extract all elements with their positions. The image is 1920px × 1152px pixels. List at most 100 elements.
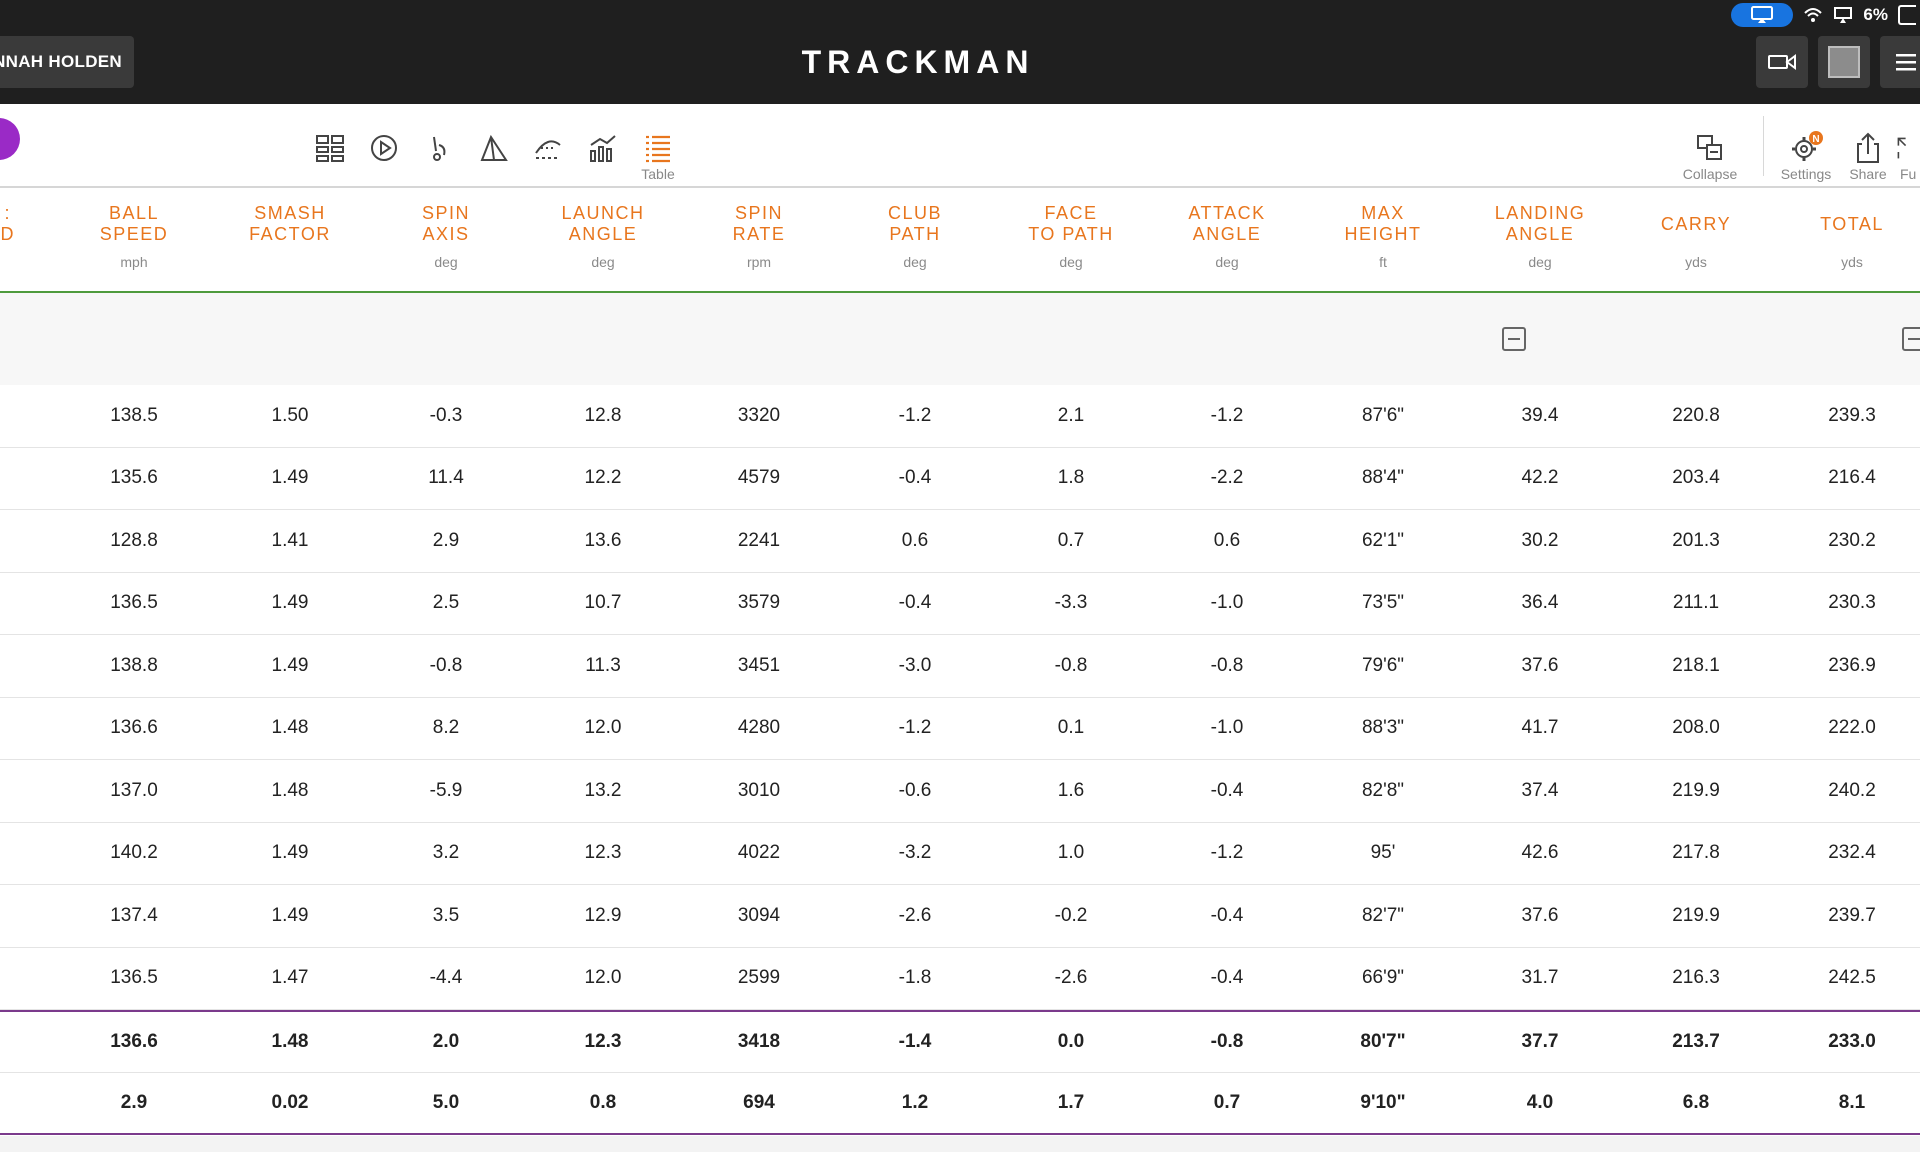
photo-thumbnail [1828, 46, 1860, 78]
cell-landing-angle: 36.4 [1521, 592, 1559, 614]
table-row[interactable]: 138.8 1.49 -0.8 11.3 3451 -3.0 -0.8 -0.8 79'6" 37… [0, 635, 1920, 698]
settings-button[interactable]: N [1786, 128, 1826, 168]
cell-club-path: -1.2 [898, 717, 932, 739]
cell-smash-factor: 1.48 [271, 779, 309, 801]
column-header-max-height[interactable]: MAX HEIGHT ft [1308, 202, 1458, 270]
table-header: :D BALL SPEED mph SMASH FACTOR SPIN AXIS de… [0, 188, 1920, 292]
column-header-label: ATTACK ANGLE [1188, 203, 1266, 244]
column-header-attack-angle[interactable]: ATTACK ANGLE deg [1152, 202, 1302, 270]
column-header-face-to-path[interactable]: FACE TO PATH deg [996, 202, 1146, 270]
cell-total: 240.2 [1828, 779, 1876, 801]
table-row[interactable]: 138.5 1.50 -0.3 12.8 3320 -1.2 2.1 -1.2 87'6" 39.… [0, 385, 1920, 448]
column-header-label: LANDING ANGLE [1494, 203, 1586, 244]
share-label: Share [1849, 166, 1887, 182]
cell-landing-angle: 37.6 [1521, 904, 1559, 926]
chart-button[interactable] [583, 128, 623, 168]
cell-total: 230.3 [1828, 592, 1876, 614]
column-header-carry[interactable]: CARRY yds [1621, 202, 1771, 271]
table-row[interactable]: 137.0 1.48 -5.9 13.2 3010 -0.6 1.6 -0.4 82'8" 37.… [0, 760, 1920, 823]
player-color-dot[interactable] [0, 118, 20, 160]
cell-launch-angle: 0.8 [589, 1091, 617, 1113]
cell-carry: 220.8 [1672, 404, 1720, 426]
cell-smash-factor: 0.02 [271, 1091, 309, 1113]
cell-spin-rate: 3579 [737, 592, 781, 614]
column-header-club-path[interactable]: CLUB PATH deg [840, 202, 990, 270]
cell-landing-angle: 31.7 [1521, 967, 1559, 989]
cell-face-to-path: -2.6 [1054, 967, 1088, 989]
cell-smash-factor: 1.49 [271, 592, 309, 614]
airplay-icon[interactable] [1731, 3, 1794, 27]
cell-carry: 213.7 [1672, 1030, 1720, 1052]
swing-button[interactable] [419, 128, 459, 168]
cell-spin-axis: -5.9 [429, 779, 463, 801]
cell-total: 222.0 [1828, 717, 1876, 739]
table-button[interactable] [638, 128, 678, 168]
table-icon [646, 135, 670, 163]
std-dev-row[interactable]: 2.9 0.02 5.0 0.8 694 1.2 1.7 0.7 9'10" 4.0 6.8 8.1 [0, 1073, 1920, 1135]
cell-face-to-path: 0.1 [1057, 717, 1085, 739]
cell-launch-angle: 13.2 [584, 779, 622, 801]
cell-launch-angle: 12.2 [584, 467, 622, 489]
cell-smash-factor: 1.49 [271, 842, 309, 864]
table-row[interactable]: 136.5 1.47 -4.4 12.0 2599 -1.8 -2.6 -0.4 66'9" 31… [0, 948, 1920, 1010]
battery-percent: 6% [1863, 5, 1888, 24]
column-header-spin-axis[interactable]: SPIN AXIS deg [371, 202, 521, 270]
table-body: 138.5 1.50 -0.3 12.8 3320 -1.2 2.1 -1.2 87'6" 39.… [0, 385, 1920, 1135]
cell-attack-angle: -1.2 [1210, 842, 1244, 864]
cell-face-to-path: 1.0 [1057, 842, 1085, 864]
cell-ball-speed: 128.8 [110, 529, 158, 551]
column-header-launch-angle[interactable]: LAUNCH ANGLE deg [528, 202, 678, 270]
cell-carry: 216.3 [1672, 967, 1720, 989]
collapse-button[interactable] [1690, 128, 1730, 168]
cell-launch-angle: 10.7 [584, 592, 622, 614]
table-row[interactable]: 140.2 1.49 3.2 12.3 4022 -3.2 1.0 -1.2 95' 42.6 21… [0, 823, 1920, 885]
cell-face-to-path: 1.6 [1057, 779, 1085, 801]
cell-ball-speed: 138.5 [110, 404, 158, 426]
table-row[interactable]: 136.6 1.48 8.2 12.0 4280 -1.2 0.1 -1.0 88'3" 41.7… [0, 698, 1920, 760]
toolbar-divider [1763, 116, 1764, 176]
cell-landing-angle: 41.7 [1521, 717, 1559, 739]
column-header-unit: deg [903, 254, 927, 270]
cell-smash-factor: 1.50 [271, 404, 309, 426]
table-row[interactable]: 135.6 1.49 11.4 12.2 4579 -0.4 1.8 -2.2 88'4" 42.… [0, 448, 1920, 510]
column-header-landing-angle[interactable]: LANDING ANGLE deg [1465, 202, 1615, 270]
cell-spin-rate: 694 [743, 1091, 775, 1113]
chart-icon [590, 135, 616, 162]
average-row[interactable]: 136.6 1.48 2.0 12.3 3418 -1.4 0.0 -0.8 80'7" 37.7… [0, 1010, 1920, 1073]
cell-attack-angle: -0.4 [1210, 967, 1244, 989]
user-name-button[interactable]: NNAH HOLDEN [0, 36, 134, 88]
column-header-total[interactable]: TOTAL yds [1777, 202, 1920, 271]
table-row[interactable]: 137.4 1.49 3.5 12.9 3094 -2.6 -0.2 -0.4 82'7" 37.… [0, 885, 1920, 948]
cell-face-to-path: 2.1 [1057, 404, 1085, 426]
video-play-button[interactable] [364, 128, 404, 168]
cell-smash-factor: 1.48 [271, 717, 309, 739]
column-header-spin-rate[interactable]: SPIN RATE rpm [684, 202, 834, 270]
cell-carry: 208.0 [1672, 717, 1720, 739]
menu-button[interactable] [1880, 36, 1920, 88]
video-button[interactable] [1756, 36, 1808, 88]
column-header-smash-factor[interactable]: SMASH FACTOR [215, 202, 365, 270]
table-row[interactable]: 136.5 1.49 2.5 10.7 3579 -0.4 -3.3 -1.0 73'5" 36.… [0, 573, 1920, 635]
ball-flight-icon [535, 140, 561, 159]
cell-spin-axis: 2.0 [432, 1030, 460, 1052]
cell-spin-axis: 11.4 [428, 467, 464, 489]
dashboard-button[interactable] [310, 128, 350, 168]
cell-spin-rate: 2599 [737, 967, 781, 989]
collapse-group-icon-2[interactable] [1902, 327, 1920, 351]
column-header-label: FACE TO PATH [1028, 203, 1114, 244]
collapse-label: Collapse [1682, 166, 1738, 182]
table-row[interactable]: 128.8 1.41 2.9 13.6 2241 0.6 0.7 0.6 62'1" 30.2 20… [0, 510, 1920, 573]
cell-landing-angle: 30.2 [1521, 529, 1559, 551]
share-button[interactable] [1848, 128, 1888, 168]
collapse-group-icon[interactable] [1502, 327, 1526, 351]
settings-label: Settings [1780, 166, 1832, 182]
cell-landing-angle: 39.4 [1521, 404, 1559, 426]
cell-ball-speed: 136.6 [110, 1030, 158, 1052]
column-header-ball-speed[interactable]: BALL SPEED mph [59, 202, 209, 270]
trajectory-button[interactable] [474, 128, 514, 168]
fullscreen-button[interactable] [1896, 128, 1920, 168]
top-bar: 6% NNAH HOLDEN TRACKMAN [0, 0, 1920, 104]
cell-club-path: -0.6 [898, 779, 932, 801]
photo-button[interactable] [1818, 36, 1870, 88]
ball-flight-button[interactable] [528, 128, 568, 168]
